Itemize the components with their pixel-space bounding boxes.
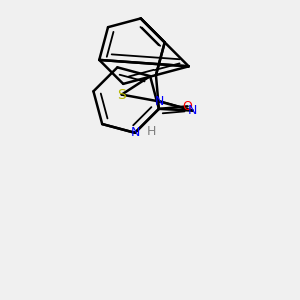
Text: H: H bbox=[147, 125, 157, 138]
Text: O: O bbox=[183, 100, 193, 113]
Text: N: N bbox=[130, 126, 140, 139]
Text: N: N bbox=[188, 104, 197, 117]
Text: S: S bbox=[117, 88, 126, 102]
Text: N: N bbox=[154, 95, 164, 108]
